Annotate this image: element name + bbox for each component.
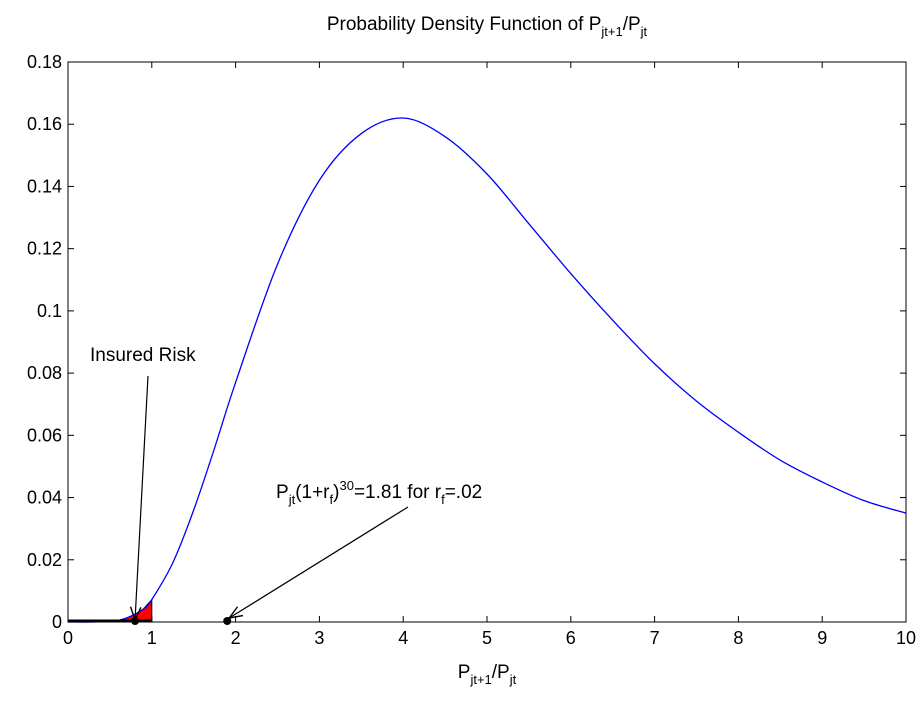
chart-title: Probability Density Function of Pjt+1/Pj… <box>327 14 648 39</box>
x-tick-label: 5 <box>482 628 492 648</box>
threshold-arrow-head <box>228 606 244 619</box>
x-tick-label: 1 <box>147 628 157 648</box>
x-tick-label: 3 <box>314 628 324 648</box>
y-tick-label: 0 <box>52 612 62 632</box>
insured-risk-label: Insured Risk <box>90 345 196 366</box>
marker-point <box>223 617 232 625</box>
x-tick-label: 2 <box>231 628 241 648</box>
y-tick-label: 0.1 <box>37 301 62 321</box>
x-tick-label: 8 <box>733 628 743 648</box>
y-tick-label: 0.06 <box>27 425 62 445</box>
x-tick-label: 6 <box>566 628 576 648</box>
y-tick-label: 0.16 <box>27 114 62 134</box>
y-tick-label: 0.08 <box>27 363 62 383</box>
x-tick-label: 4 <box>398 628 408 648</box>
y-tick-label: 0.18 <box>27 52 62 72</box>
y-tick-label: 0.04 <box>27 488 62 508</box>
x-tick-label: 7 <box>650 628 660 648</box>
y-tick-label: 0.12 <box>27 239 62 259</box>
threshold-arrow-shaft <box>228 506 409 619</box>
y-tick-label: 0.02 <box>27 550 62 570</box>
x-axis-label: Pjt+1/Pjt <box>458 662 517 687</box>
insured-risk-arrow-shaft <box>134 375 149 621</box>
threshold-label: Pjt(1+rf)30=1.81 for rf=.02 <box>276 478 482 507</box>
axes-box <box>67 61 907 623</box>
x-tick-label: 9 <box>817 628 827 648</box>
y-tick-label: 0.14 <box>27 176 62 196</box>
x-tick-label: 0 <box>63 628 73 648</box>
x-tick-label: 10 <box>896 628 916 648</box>
marker-point <box>131 617 140 625</box>
series-line-pdf <box>67 117 907 623</box>
